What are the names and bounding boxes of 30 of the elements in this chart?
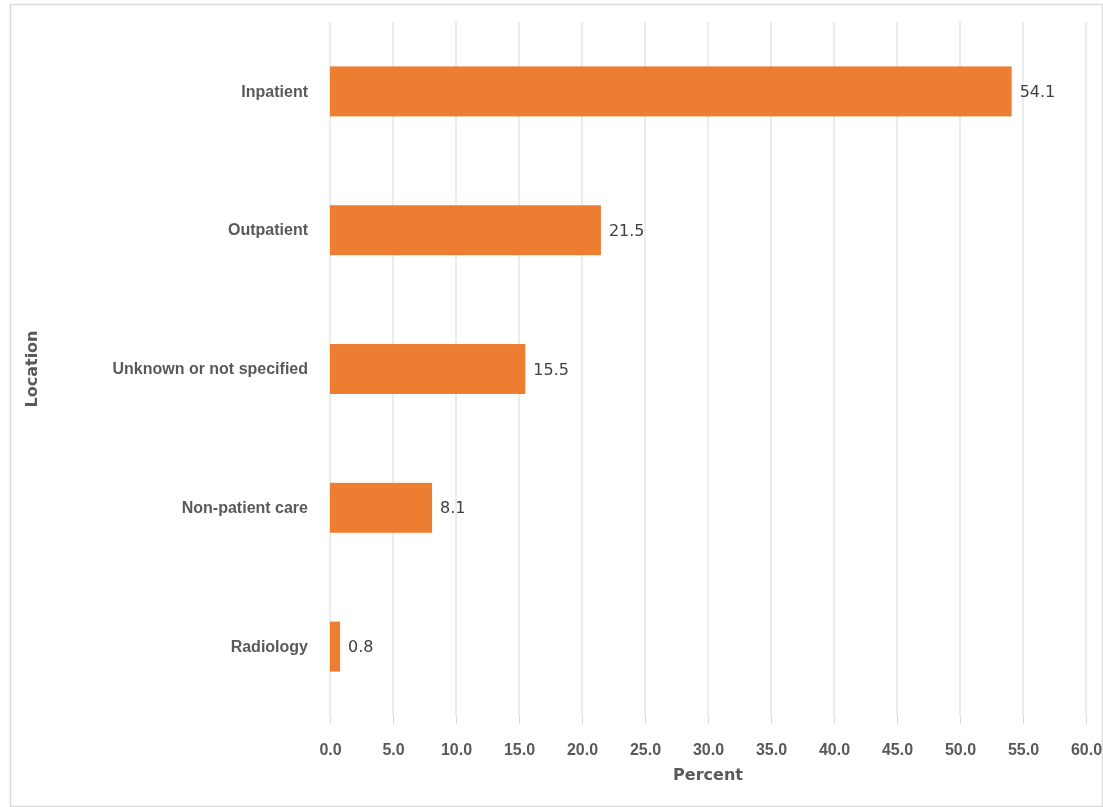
x-tick-label: 40.0 bbox=[818, 741, 851, 759]
x-tick-label: 50.0 bbox=[944, 741, 977, 759]
bar bbox=[330, 621, 341, 672]
x-tick-label: 30.0 bbox=[692, 741, 725, 759]
data-label: 21.5 bbox=[608, 220, 645, 240]
data-label: 8.1 bbox=[440, 498, 466, 518]
data-label: 54.1 bbox=[1019, 82, 1056, 101]
x-tick-label: 60.0 bbox=[1070, 741, 1103, 759]
bar bbox=[330, 344, 526, 394]
x-tick-label: 20.0 bbox=[566, 741, 599, 759]
y-tick-label: Unknown or not specified bbox=[112, 360, 308, 378]
y-axis-title: Location bbox=[22, 330, 41, 408]
data-label: 15.5 bbox=[533, 359, 569, 379]
bar bbox=[330, 66, 1012, 117]
bar bbox=[330, 205, 601, 256]
x-tick-label: 45.0 bbox=[881, 741, 914, 759]
y-tick-label: Outpatient bbox=[228, 221, 309, 239]
y-tick-label: Radiology bbox=[230, 637, 309, 655]
x-tick-label: 35.0 bbox=[755, 741, 788, 759]
x-tick-label: 25.0 bbox=[629, 741, 662, 759]
bar bbox=[330, 482, 433, 533]
y-tick-label: Inpatient bbox=[241, 82, 309, 100]
x-tick-label: 10.0 bbox=[440, 741, 473, 759]
x-tick-label: 0.0 bbox=[319, 741, 342, 759]
data-label: 0.8 bbox=[348, 637, 374, 657]
x-tick-label: 5.0 bbox=[382, 741, 405, 759]
x-axis-title: Percent bbox=[673, 765, 744, 784]
x-tick-label: 15.0 bbox=[503, 741, 536, 759]
y-tick-label: Non-patient care bbox=[181, 498, 309, 516]
x-tick-label: 55.0 bbox=[1007, 741, 1040, 759]
